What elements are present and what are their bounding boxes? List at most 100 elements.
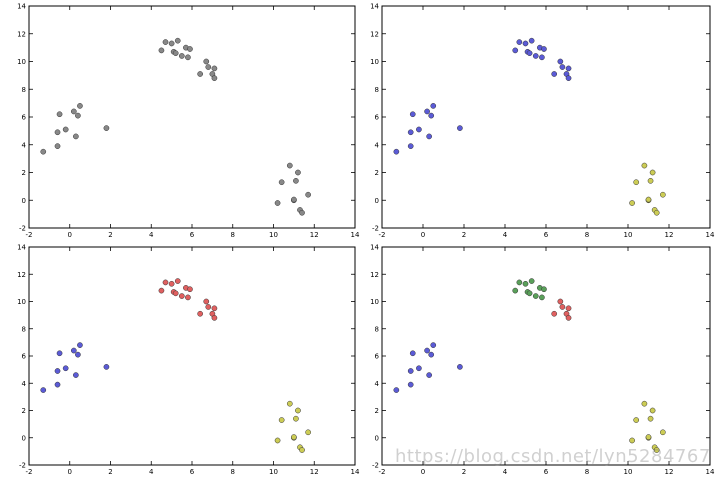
- scatter-point: [172, 290, 179, 297]
- scatter-point: [565, 65, 572, 72]
- scatter-point: [430, 103, 437, 109]
- scatter-point: [428, 351, 435, 358]
- scatter-point: [187, 46, 193, 52]
- y-tick-label: 10: [370, 58, 379, 66]
- scatter-point: [54, 381, 61, 388]
- scatter-point: [633, 179, 640, 186]
- scatter-point: [203, 58, 210, 65]
- x-tick-label: 2: [462, 468, 466, 476]
- scatter-point: [162, 279, 169, 286]
- x-tick-label: 0: [68, 468, 72, 476]
- scatter-point: [416, 126, 422, 133]
- scatter-point: [409, 111, 416, 118]
- scatter-point: [168, 40, 175, 47]
- scatter-point: [62, 126, 69, 133]
- scatter-point: [407, 381, 414, 388]
- scatter-point: [522, 280, 529, 287]
- scatter-point: [512, 47, 519, 54]
- y-tick-label: 0: [375, 197, 379, 205]
- y-tick-label: 2: [375, 407, 379, 415]
- plot-frame: [381, 5, 711, 229]
- y-tick-label: 8: [22, 86, 26, 94]
- scatter-point: [641, 400, 648, 407]
- y-tick-label: 6: [22, 353, 27, 361]
- scatter-point: [528, 37, 535, 44]
- scatter-point: [565, 305, 572, 312]
- x-tick-label: 14: [351, 231, 360, 239]
- scatter-point: [187, 286, 193, 293]
- scatter-point: [211, 65, 218, 72]
- scatter-point: [539, 54, 545, 61]
- scatter-point: [197, 71, 203, 77]
- x-tick-label: 0: [421, 231, 425, 239]
- scatter-point: [528, 278, 535, 284]
- y-tick-label: 6: [375, 114, 380, 122]
- y-tick-label: 10: [17, 298, 26, 306]
- y-tick-label: 14: [17, 3, 26, 11]
- scatter-point: [293, 177, 299, 184]
- scatter-point: [641, 162, 648, 169]
- scatter-point: [551, 310, 558, 317]
- y-tick-label: 14: [17, 244, 26, 252]
- scatter-point: [430, 342, 437, 348]
- scatter-point: [174, 278, 181, 284]
- scatter-point: [409, 350, 416, 357]
- scatter-point: [274, 437, 281, 444]
- x-tick-label: 2: [462, 231, 466, 239]
- y-tick-label: -2: [19, 225, 26, 233]
- y-tick-label: 12: [17, 271, 26, 279]
- y-tick-label: 14: [370, 244, 379, 252]
- y-tick-label: 2: [22, 407, 26, 415]
- scatter-point: [211, 305, 218, 312]
- scatter-point: [565, 315, 572, 321]
- x-tick-label: 6: [190, 231, 195, 239]
- scatter-point: [645, 196, 652, 203]
- scatter-point: [407, 368, 414, 374]
- x-tick-label: 6: [544, 231, 549, 239]
- y-tick-label: 6: [22, 114, 27, 122]
- scatter-point: [203, 298, 210, 305]
- x-tick-label: 14: [351, 468, 360, 476]
- scatter-point: [539, 294, 545, 301]
- scatter-point: [56, 111, 63, 118]
- y-tick-label: 0: [22, 434, 26, 442]
- scatter-point: [559, 304, 566, 310]
- y-tick-label: 2: [22, 169, 26, 177]
- x-tick-label: 8: [585, 468, 589, 476]
- scatter-point: [299, 447, 305, 453]
- x-tick-label: 0: [421, 468, 425, 476]
- scatter-point: [416, 365, 422, 372]
- y-tick-label: 4: [22, 141, 27, 149]
- scatter-point: [162, 39, 169, 45]
- scatter-point: [551, 71, 558, 77]
- y-tick-label: 8: [375, 86, 379, 94]
- scatter-point: [557, 298, 564, 305]
- scatter-point: [158, 47, 165, 54]
- scatter-point: [428, 112, 435, 119]
- scatter-point: [295, 169, 301, 176]
- x-tick-label: 14: [706, 231, 715, 239]
- scatter-panel-3: -2 0 2 4 6 8 10 12 14 -2 0 2 4 6 8 10 12 14: [17, 244, 360, 477]
- scatter-point: [522, 40, 529, 47]
- scatter-point: [40, 148, 47, 155]
- scatter-point: [178, 53, 185, 59]
- scatter-point: [185, 54, 191, 61]
- scatter-point: [426, 372, 432, 378]
- plot-frame: [28, 5, 356, 229]
- scatter-point: [278, 417, 285, 423]
- x-tick-label: 10: [624, 468, 633, 476]
- x-tick-label: -2: [379, 468, 386, 476]
- scatter-point: [645, 434, 652, 440]
- scatter-point: [291, 434, 297, 440]
- scatter-point: [211, 315, 218, 321]
- x-tick-label: 12: [665, 231, 674, 239]
- x-tick-label: 8: [231, 231, 235, 239]
- scatter-point: [73, 133, 79, 140]
- y-tick-label: 12: [370, 30, 379, 38]
- scatter-point: [174, 37, 181, 44]
- x-tick-label: 8: [585, 231, 589, 239]
- scatter-point: [75, 112, 81, 119]
- scatter-point: [660, 429, 666, 436]
- scatter-panel-4: -2 0 2 4 6 8 10 12 14 -2 0 2 4 6 8 10 12 14: [370, 244, 715, 477]
